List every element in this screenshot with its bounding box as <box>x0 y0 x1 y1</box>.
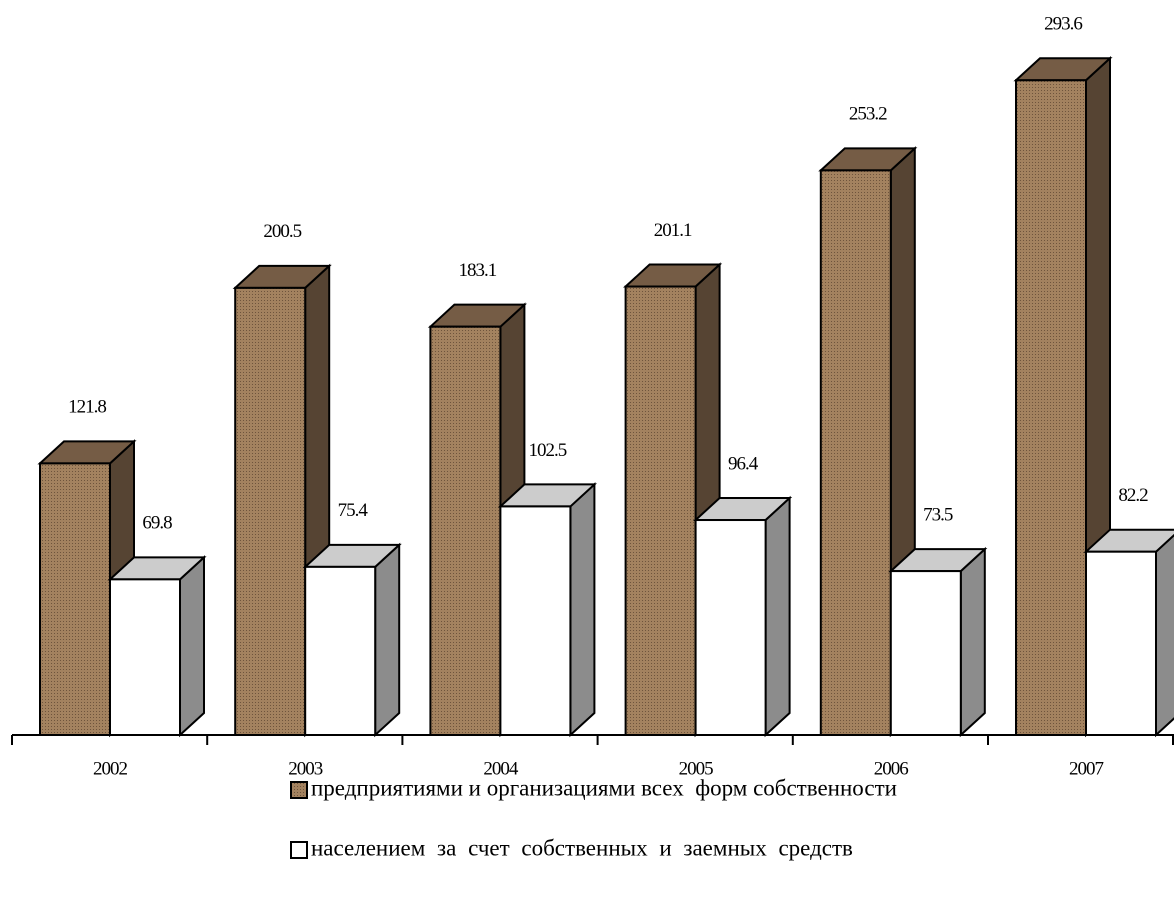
x-tick-label: 2004 <box>483 758 519 779</box>
legend-swatch <box>290 841 308 859</box>
x-tick-label: 2003 <box>288 758 323 779</box>
data-label: 69.8 <box>142 513 172 534</box>
data-label: 201.1 <box>654 220 692 241</box>
bar <box>624 285 697 736</box>
bar-side <box>374 542 401 738</box>
legend-label: населением за счет собственных и заемных… <box>311 835 853 860</box>
data-label: 200.5 <box>263 221 301 242</box>
legend-label: предприятиями и организациями всех форм … <box>311 775 897 800</box>
data-label: 82.2 <box>1118 485 1148 506</box>
bar <box>39 462 111 736</box>
x-tick-label: 2007 <box>1069 758 1104 779</box>
x-tick-label: 2006 <box>874 758 909 779</box>
bar-side <box>179 555 205 738</box>
bar <box>429 325 502 736</box>
bar <box>234 286 307 736</box>
bar <box>499 505 572 736</box>
data-label: 75.4 <box>338 500 369 521</box>
data-label: 121.8 <box>68 397 106 418</box>
x-tick-label: 2002 <box>93 758 128 779</box>
x-tick-label: 2005 <box>679 758 714 779</box>
data-label: 293.6 <box>1044 14 1082 35</box>
data-label: 183.1 <box>459 260 497 281</box>
bar <box>694 519 767 737</box>
bar <box>819 169 892 736</box>
bar-side <box>764 495 791 738</box>
bar-side <box>569 482 596 738</box>
data-label: 73.5 <box>923 504 953 525</box>
bar <box>889 570 962 736</box>
bar-side <box>959 546 986 738</box>
bar <box>304 565 377 736</box>
data-label: 102.5 <box>529 440 567 461</box>
bar-side <box>1155 533 1174 738</box>
bar <box>1015 79 1087 737</box>
legend-swatch <box>290 781 308 799</box>
data-label: 96.4 <box>728 453 759 474</box>
bar <box>1085 550 1157 736</box>
bar <box>109 578 181 737</box>
data-label: 253.2 <box>849 104 887 125</box>
